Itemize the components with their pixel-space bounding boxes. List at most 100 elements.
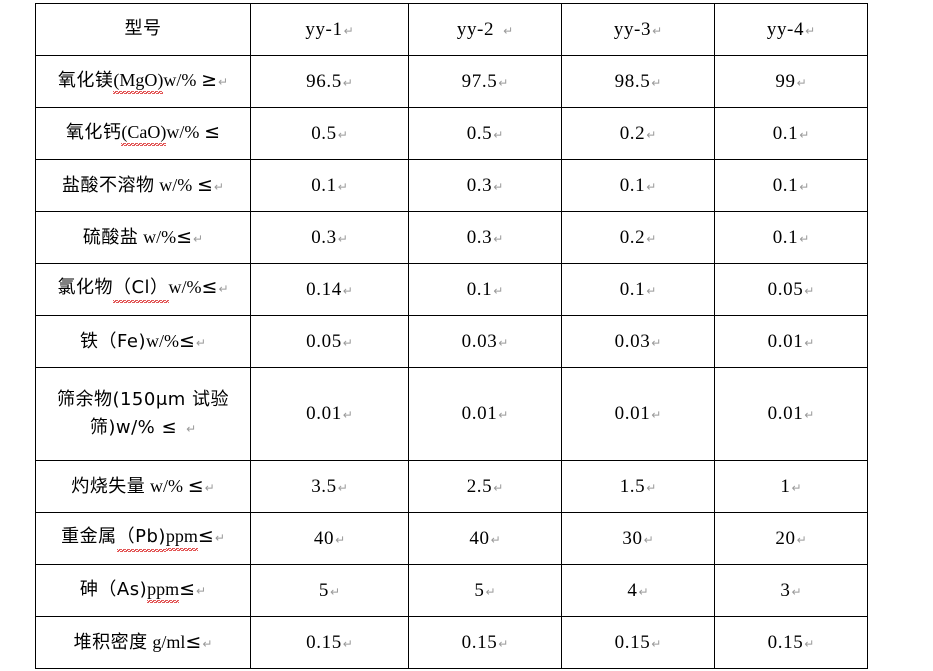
row-label-cn: 盐酸不溶物 bbox=[62, 174, 155, 196]
value-text: 0.01 bbox=[306, 403, 342, 425]
paragraph-mark-icon: ↵ bbox=[337, 179, 348, 194]
row-label-iron: 铁（Fe)w/%≤↵ bbox=[35, 315, 251, 368]
cell-value: 0.05↵ bbox=[250, 315, 409, 368]
cell-value: 0.1↵ bbox=[714, 159, 868, 212]
value-text: 3 bbox=[780, 579, 791, 601]
paragraph-mark-icon: ↵ bbox=[799, 179, 810, 194]
row-label-formula: （As) bbox=[98, 578, 148, 600]
value-text: 5 bbox=[474, 579, 485, 601]
header-label-text: 型号 bbox=[124, 18, 162, 40]
cell-value: 20↵ bbox=[714, 512, 868, 565]
row-label-sieve-residue: 筛余物(150μm 试验 筛)w/% ≤ ↵ bbox=[35, 367, 251, 461]
paragraph-mark-icon: ↵ bbox=[651, 75, 662, 90]
value-text: 0.05 bbox=[767, 278, 804, 300]
row-label-cn: 氯化物 bbox=[57, 277, 113, 299]
value-text: 0.03 bbox=[614, 330, 651, 352]
paragraph-mark-icon: ↵ bbox=[498, 408, 509, 423]
paragraph-mark-icon: ↵ bbox=[651, 636, 662, 651]
cell-value: 0.05↵ bbox=[714, 263, 868, 316]
table-row: 砷（As)ppm≤↵ 5↵ 5↵ 4↵ 3↵ bbox=[35, 564, 868, 617]
cell-value: 0.15↵ bbox=[250, 616, 409, 669]
value-text: 0.15 bbox=[614, 631, 651, 653]
table-row: 堆积密度 g/ml≤↵ 0.15↵ 0.15↵ 0.15↵ 0.15↵ bbox=[35, 616, 868, 669]
specification-table: 型号 yy-1↵ yy-2 ↵ yy-3↵ yy-4↵ 氧化镁(MgO)w/% bbox=[35, 3, 868, 669]
cell-value: 4↵ bbox=[561, 564, 715, 617]
paragraph-mark-icon: ↵ bbox=[791, 584, 802, 599]
table-row: 盐酸不溶物 w/% ≤↵ 0.1↵ 0.3 ↵ 0.1↵ 0.1↵ bbox=[35, 159, 868, 212]
cell-value: 0.2↵ bbox=[561, 107, 715, 160]
cell-value: 0.3↵ bbox=[408, 211, 562, 264]
paragraph-mark-icon: ↵ bbox=[646, 231, 657, 246]
value-text: 0.3 bbox=[466, 174, 493, 196]
cell-value: 0.5↵ bbox=[408, 107, 562, 160]
cell-value: 99↵ bbox=[714, 55, 868, 108]
cell-value: 5↵ bbox=[408, 564, 562, 617]
row-label-unit: w/% bbox=[163, 69, 197, 90]
cell-value: 0.1↵ bbox=[714, 211, 868, 264]
cell-value: 0.14↵ bbox=[250, 263, 409, 316]
paragraph-mark-icon: ↵ bbox=[196, 583, 207, 598]
paragraph-mark-icon: ↵ bbox=[799, 231, 810, 246]
paragraph-mark-icon: ↵ bbox=[796, 75, 807, 90]
cell-value: 0.1↵ bbox=[561, 263, 715, 316]
row-label-formula: (MgO) bbox=[113, 68, 164, 95]
header-model-yy-4: yy-4 bbox=[766, 18, 805, 40]
paragraph-mark-icon: ↵ bbox=[796, 532, 807, 547]
row-label-unit: g/ml bbox=[152, 631, 186, 652]
value-text: 96.5 bbox=[306, 70, 342, 92]
row-label-formula: （Cl） bbox=[112, 277, 169, 303]
value-text: 20 bbox=[775, 527, 796, 549]
header-cell-yy-1: yy-1↵ bbox=[250, 3, 409, 56]
cell-value: 1↵ bbox=[714, 460, 868, 513]
row-label-unit: ppm bbox=[165, 525, 198, 551]
paragraph-mark-icon: ↵ bbox=[493, 231, 504, 246]
paragraph-mark-icon: ↵ bbox=[805, 23, 816, 38]
paragraph-mark-icon: ↵ bbox=[213, 179, 224, 194]
value-text: 5 bbox=[318, 579, 330, 601]
cell-value: 97.5↵ bbox=[408, 55, 562, 108]
row-label-comparator: ≤ bbox=[187, 474, 204, 497]
row-label-cn: 铁 bbox=[80, 330, 99, 352]
value-text: 0.1 bbox=[466, 278, 493, 300]
row-label-comparator: ≤ bbox=[185, 630, 202, 653]
paragraph-mark-icon: ↵ bbox=[342, 335, 353, 350]
row-label-comparator: ≤ bbox=[201, 276, 218, 299]
row-label-unit: w/% bbox=[150, 475, 183, 496]
value-text: 0.3 bbox=[466, 226, 493, 248]
value-text: 30 bbox=[622, 527, 643, 549]
paragraph-mark-icon: ↵ bbox=[195, 335, 206, 350]
cell-value: 0.1↵ bbox=[714, 107, 868, 160]
paragraph-mark-icon: ↵ bbox=[342, 75, 353, 90]
paragraph-mark-icon: ↵ bbox=[218, 282, 229, 297]
value-text: 97.5 bbox=[461, 70, 498, 92]
paragraph-mark-icon: ↵ bbox=[337, 127, 348, 142]
row-label-cn: 砷 bbox=[79, 578, 99, 600]
value-text: 99 bbox=[775, 70, 796, 92]
cell-value: 0.01↵ bbox=[250, 367, 409, 461]
value-text: 0.2 bbox=[619, 226, 646, 248]
row-label-heavy-metals: 重金属（Pb)ppm≤↵ bbox=[35, 512, 251, 565]
paragraph-mark-icon: ↵ bbox=[804, 283, 815, 298]
paragraph-mark-icon: ↵ bbox=[791, 480, 802, 495]
row-label-loss-on-ignition: 灼烧失量 w/% ≤↵ bbox=[35, 460, 251, 513]
paragraph-mark-icon: ↵ bbox=[646, 480, 657, 495]
cell-value: 0.1↵ bbox=[250, 159, 409, 212]
row-label-comparator: ≥ bbox=[201, 68, 218, 91]
cell-value: 0.1↵ bbox=[561, 159, 715, 212]
value-text: 2.5 bbox=[466, 475, 493, 497]
table-row: 铁（Fe)w/%≤↵ 0.05↵ 0.03↵ 0.03↵ 0.01↵ bbox=[35, 315, 868, 368]
value-text: 0.01 bbox=[767, 330, 804, 352]
header-cell-yy-2: yy-2 ↵ bbox=[408, 3, 562, 56]
cell-value: 0.01↵ bbox=[408, 367, 562, 461]
value-text: 0.1 bbox=[619, 278, 646, 300]
row-label-comparator: ≤ bbox=[197, 525, 214, 548]
row-label-hcl-insoluble: 盐酸不溶物 w/% ≤↵ bbox=[35, 159, 251, 212]
header-model-yy-2: yy-2 bbox=[456, 18, 495, 40]
value-text: 0.3 bbox=[311, 226, 337, 248]
paragraph-mark-icon: ↵ bbox=[490, 532, 501, 547]
table-row: 氧化钙(CaO)w/% ≤ 0.5↵ 0.5↵ 0.2↵ 0.1↵ bbox=[35, 107, 868, 160]
value-text: 0.05 bbox=[306, 330, 342, 352]
value-text: 0.01 bbox=[767, 403, 804, 425]
cell-value: 3.5↵ bbox=[250, 460, 409, 513]
row-label-cao: 氧化钙(CaO)w/% ≤ bbox=[35, 107, 251, 160]
